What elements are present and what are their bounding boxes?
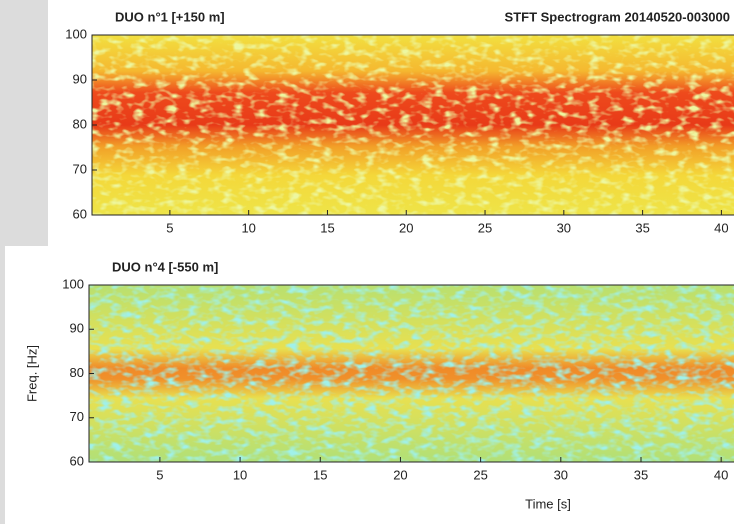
x-axis-label: Time [s]	[525, 496, 571, 511]
spectrogram-texture	[92, 35, 734, 215]
y-tick-label: 60	[73, 206, 87, 221]
x-tick-label: 20	[393, 467, 407, 482]
x-tick-label: 30	[554, 467, 568, 482]
y-tick-label: 70	[70, 409, 84, 424]
x-tick-label: 25	[478, 220, 492, 235]
x-tick-label: 35	[634, 467, 648, 482]
figure-title: STFT Spectrogram 20140520-003000	[505, 9, 730, 24]
x-tick-label: 40	[714, 220, 728, 235]
y-tick-label: 100	[62, 276, 84, 291]
y-tick-label: 80	[73, 116, 87, 131]
chart-title: DUO n°1 [+150 m]	[115, 9, 225, 24]
x-tick-label: 15	[320, 220, 334, 235]
x-tick-label: 30	[557, 220, 571, 235]
x-tick-label: 35	[635, 220, 649, 235]
y-tick-label: 90	[70, 321, 84, 336]
x-tick-label: 20	[399, 220, 413, 235]
y-tick-label: 90	[73, 71, 87, 86]
y-tick-label: 80	[70, 365, 84, 380]
x-tick-label: 5	[156, 467, 163, 482]
y-tick-label: 70	[73, 161, 87, 176]
x-tick-label: 10	[233, 467, 247, 482]
x-tick-label: 25	[473, 467, 487, 482]
x-tick-label: 5	[166, 220, 173, 235]
chart-title: DUO n°4 [-550 m]	[112, 259, 218, 274]
x-tick-label: 10	[241, 220, 255, 235]
x-tick-label: 40	[714, 467, 728, 482]
y-tick-label: 60	[70, 453, 84, 468]
y-axis-label: Freq. [Hz]	[24, 345, 39, 402]
y-tick-label: 100	[65, 26, 87, 41]
spectrogram-texture	[89, 285, 734, 462]
x-tick-label: 15	[313, 467, 327, 482]
